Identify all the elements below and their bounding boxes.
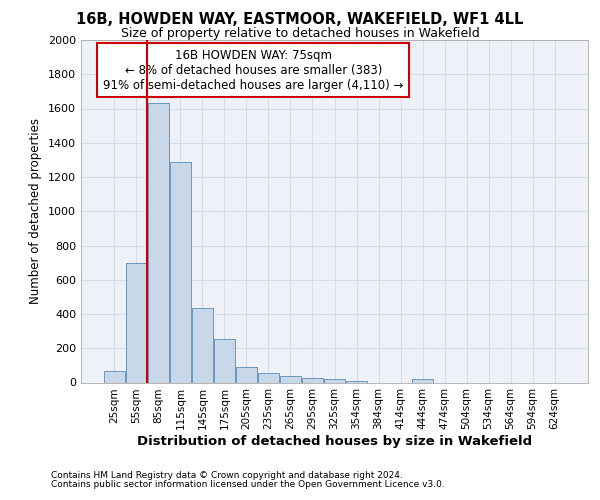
Bar [258, 373, 279, 382]
Bar [170, 162, 191, 382]
Bar [148, 104, 169, 382]
Bar [236, 367, 257, 382]
Bar [104, 372, 125, 382]
Text: Contains public sector information licensed under the Open Government Licence v3: Contains public sector information licen… [51, 480, 445, 489]
Y-axis label: Number of detached properties: Number of detached properties [29, 118, 43, 304]
Bar [280, 376, 301, 382]
Bar [192, 308, 213, 382]
Bar [412, 380, 433, 382]
Bar [324, 380, 345, 382]
Text: Contains HM Land Registry data © Crown copyright and database right 2024.: Contains HM Land Registry data © Crown c… [51, 471, 403, 480]
Bar [302, 378, 323, 382]
Bar [346, 381, 367, 382]
Text: 16B, HOWDEN WAY, EASTMOOR, WAKEFIELD, WF1 4LL: 16B, HOWDEN WAY, EASTMOOR, WAKEFIELD, WF… [76, 12, 524, 28]
Text: 16B HOWDEN WAY: 75sqm
← 8% of detached houses are smaller (383)
91% of semi-deta: 16B HOWDEN WAY: 75sqm ← 8% of detached h… [103, 48, 404, 92]
Bar [126, 264, 147, 382]
X-axis label: Distribution of detached houses by size in Wakefield: Distribution of detached houses by size … [137, 435, 532, 448]
Bar [214, 339, 235, 382]
Text: Size of property relative to detached houses in Wakefield: Size of property relative to detached ho… [121, 28, 479, 40]
